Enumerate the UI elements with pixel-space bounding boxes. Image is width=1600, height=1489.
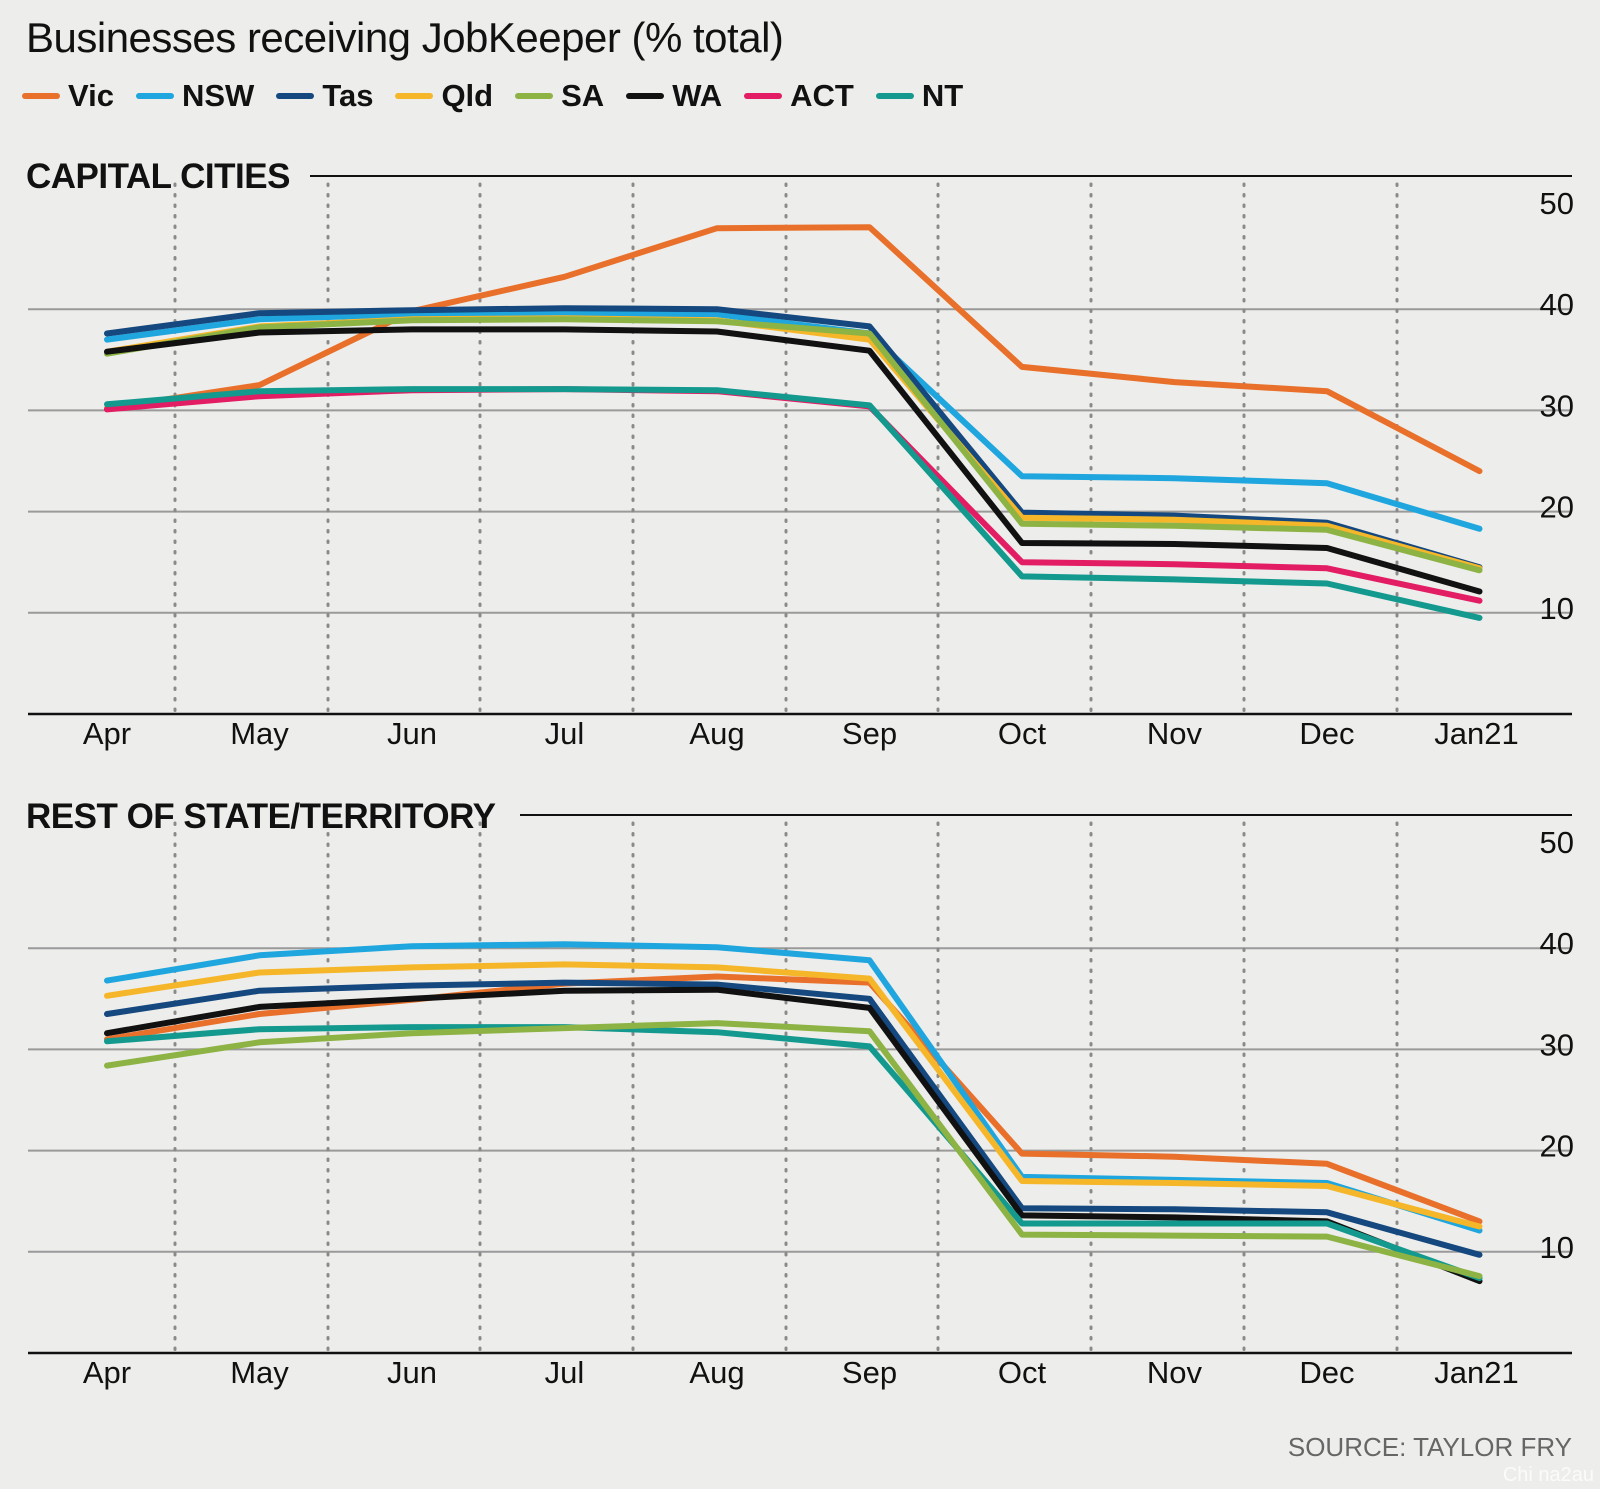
x-tick-label: Aug (689, 1355, 744, 1390)
y-tick-label: 10 (1540, 1230, 1574, 1265)
chart-title: Businesses receiving JobKeeper (% total) (26, 14, 784, 61)
series-line-nsw (104, 941, 1483, 1234)
legend-label: NSW (181, 78, 255, 113)
series-line-act (104, 386, 1483, 604)
series-line-qld (104, 961, 1483, 1230)
x-tick-label: Oct (998, 716, 1047, 751)
legend-label: Qld (441, 78, 494, 113)
legend-item-vic: Vic (22, 78, 114, 114)
x-tick-label: Oct (998, 1355, 1047, 1390)
series-line-nsw (104, 310, 1483, 532)
legend-item-sa: SA (515, 78, 604, 114)
legend: Vic NSW Tas Qld SA WA ACT NT (22, 78, 985, 114)
x-tick-label: Sep (842, 716, 897, 751)
x-tick-label: Dec (1299, 716, 1354, 751)
legend-label: Tas (322, 78, 374, 113)
x-tick-label: Jul (545, 1355, 585, 1390)
x-tick-label: Sep (842, 1355, 897, 1390)
y-tick-label: 30 (1540, 1027, 1574, 1062)
panel-title: REST OF STATE/TERRITORY (26, 797, 496, 836)
legend-item-wa: WA (626, 78, 722, 114)
legend-item-act: ACT (744, 78, 854, 114)
legend-swatch (395, 93, 434, 99)
legend-item-nt: NT (875, 78, 964, 114)
legend-label: Vic (68, 78, 114, 113)
chart-panel-2: REST OF STATE/TERRITORY 10 20 30 40 50 Apr May J… (26, 797, 1574, 1390)
x-tick-label: Jan21 (1434, 716, 1518, 751)
x-tick-label: Jan21 (1434, 1355, 1518, 1390)
y-tick-label: 40 (1540, 926, 1574, 961)
legend-item-nsw: NSW (135, 78, 255, 114)
x-tick-label: Jun (387, 716, 437, 751)
series-line-nt (104, 386, 1483, 621)
y-tick-label: 10 (1540, 591, 1574, 626)
x-tick-label: Dec (1299, 1355, 1354, 1390)
legend-swatch (744, 93, 783, 99)
x-tick-label: Aug (689, 716, 744, 751)
watermark: Chi na2au (1502, 1464, 1594, 1486)
legend-label: ACT (790, 78, 854, 113)
series-line-vic (104, 224, 1483, 475)
legend-label: SA (561, 78, 605, 113)
legend-item-tas: Tas (276, 78, 373, 114)
legend-swatch (515, 93, 554, 99)
x-tick-label: Apr (83, 1355, 131, 1390)
series-line-wa (104, 326, 1483, 595)
x-tick-label: May (230, 1355, 289, 1390)
chart-panel-1: CAPITAL CITIES 10 20 30 40 50 Apr May Jun Jul Aug S… (26, 157, 1574, 751)
x-tick-label: Jul (545, 716, 585, 751)
panel-title: CAPITAL CITIES (26, 157, 290, 196)
legend-swatch (626, 93, 665, 99)
legend-item-qld: Qld (395, 78, 493, 114)
x-tick-label: Apr (83, 716, 131, 751)
y-tick-label: 50 (1540, 186, 1574, 221)
series-line-nt (104, 1024, 1483, 1282)
x-tick-label: Jun (387, 1355, 437, 1390)
legend-swatch (875, 93, 914, 99)
legend-swatch (22, 93, 60, 99)
legend-label: WA (672, 78, 723, 113)
series-line-wa (104, 986, 1483, 1285)
series-line-sa (104, 1020, 1483, 1280)
series-line-tas (104, 305, 1483, 571)
source-note: SOURCE: TAYLOR FRY (1287, 1432, 1572, 1462)
y-tick-label: 30 (1540, 388, 1574, 423)
y-tick-label: 20 (1540, 1129, 1574, 1164)
x-tick-label: May (230, 716, 289, 751)
y-tick-label: 20 (1540, 490, 1574, 525)
series-line-vic (104, 973, 1483, 1225)
legend-swatch (135, 93, 174, 99)
x-tick-label: Nov (1147, 1355, 1203, 1390)
series-line-sa (104, 316, 1483, 574)
x-tick-label: Nov (1147, 716, 1203, 751)
y-tick-label: 50 (1540, 825, 1574, 860)
legend-swatch (276, 93, 315, 99)
legend-label: NT (921, 78, 964, 113)
series-line-tas (104, 979, 1483, 1258)
y-tick-label: 40 (1540, 287, 1574, 322)
